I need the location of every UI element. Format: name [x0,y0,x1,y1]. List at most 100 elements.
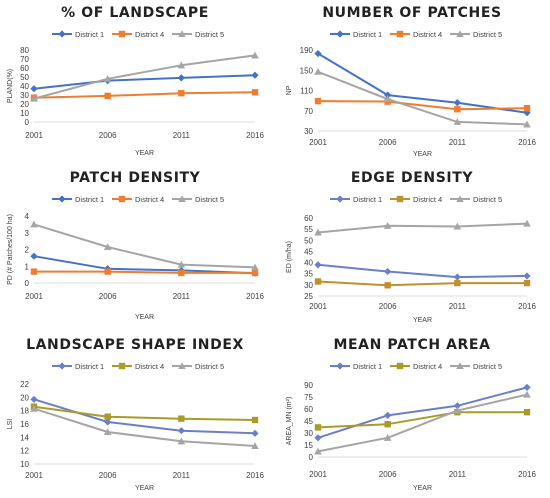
series-line [33,407,256,447]
x-tick-label: 2006 [99,471,117,480]
y-axis-label: ED (m/ha) [286,241,293,273]
chart-title: EDGE DENSITY [351,170,473,186]
y-tick-label: 35 [304,270,313,279]
series-line [317,280,527,287]
x-tick-label: 2011 [173,292,191,301]
x-axis-label: YEAR [135,485,154,492]
series-line [33,74,256,90]
y-tick-label: 2 [25,246,30,255]
data-point [453,118,462,125]
y-tick-label: 40 [20,82,29,91]
y-tick-label: 1 [25,262,30,271]
data-point [251,416,259,424]
y-tick-label: 4 [25,212,30,221]
x-tick-label: 2006 [379,470,397,479]
data-point [383,222,392,229]
legend-marker [178,195,186,203]
data-point [30,85,38,93]
data-point [103,75,112,82]
data-point [104,413,111,420]
chart-panel-3: PATCH DENSITY District 1 District 4 Distric… [7,170,264,321]
y-axis-label: PD (# Patches/100 ha) [7,214,14,285]
y-axis-label: NP [286,85,293,95]
legend-marker [336,195,344,203]
data-point [453,273,461,281]
x-tick-label: 2001 [309,302,327,311]
y-axis-label: LSI [7,419,14,430]
data-point [314,278,322,285]
legend-marker [396,362,404,370]
legend-marker [118,195,126,203]
data-point [314,261,322,269]
data-point [251,51,259,59]
legend-label: District 4 [135,195,164,204]
y-tick-label: 30 [304,281,313,290]
y-tick-label: 40 [304,259,313,268]
y-tick-label: 50 [304,236,313,245]
y-tick-label: 0 [25,118,30,127]
x-tick-label: 2016 [246,292,264,301]
y-tick-label: 0 [25,279,30,288]
series-line [317,263,528,279]
series-line [317,393,528,453]
data-point [453,402,461,410]
data-point [454,279,461,287]
data-point [314,67,322,75]
x-tick-label: 2011 [449,302,467,311]
x-tick-label: 2016 [518,138,536,147]
legend-marker [178,362,186,370]
y-tick-label: 12 [20,447,29,456]
chart-panel-1: % OF LANDSCAPE District 1 District 4 Distri… [7,5,264,157]
series-line [317,222,528,234]
y-tick-label: 60 [304,405,313,414]
legend-label: District 1 [353,30,382,39]
chart-title: % OF LANDSCAPE [61,5,209,21]
legend-label: District 4 [135,30,164,39]
series-line [34,270,255,274]
x-axis-label: YEAR [413,151,432,158]
data-point [384,421,391,428]
x-tick-label: 2001 [309,138,327,147]
legend-label: District 4 [413,30,442,39]
x-tick-label: 2016 [246,471,264,480]
data-point [314,228,322,236]
legend-marker [58,195,66,203]
data-point [30,94,38,102]
data-point [314,447,322,455]
y-tick-label: 30 [20,91,29,100]
y-axis-label: AREA_MN (m²) [286,397,293,446]
data-point [103,428,112,436]
series-line [33,255,256,275]
y-tick-label: 30 [304,429,313,438]
y-tick-label: 90 [304,381,313,390]
data-point [177,437,186,445]
y-tick-label: 75 [304,393,313,402]
legend-marker [178,30,186,38]
y-tick-label: 60 [304,214,313,223]
series-line [317,100,528,111]
x-tick-label: 2011 [449,138,467,147]
legend-marker [336,30,344,38]
x-tick-label: 2011 [173,131,191,140]
y-tick-label: 16 [20,420,29,429]
data-point [177,74,185,82]
chart-panel-2: NUMBER OF PATCHES District 1 District 4 Dis… [286,5,536,158]
y-tick-label: 25 [304,292,313,301]
series-line [33,398,256,435]
chart-panel-5: LANDSCAPE SHAPE INDEX District 1 District … [7,337,264,492]
data-point [453,99,461,107]
data-point [384,411,392,419]
y-tick-label: 3 [25,229,30,238]
y-tick-label: 110 [300,87,313,96]
data-point [178,90,185,97]
series-line [33,54,256,100]
series-line [317,70,528,126]
data-point [523,272,531,280]
legend-label: District 1 [75,30,104,39]
legend-marker [396,195,404,203]
legend-marker [456,362,464,370]
data-point [251,89,259,96]
legend-label: District 5 [195,30,224,39]
chart-title: LANDSCAPE SHAPE INDEX [26,337,244,353]
data-point [251,269,259,277]
